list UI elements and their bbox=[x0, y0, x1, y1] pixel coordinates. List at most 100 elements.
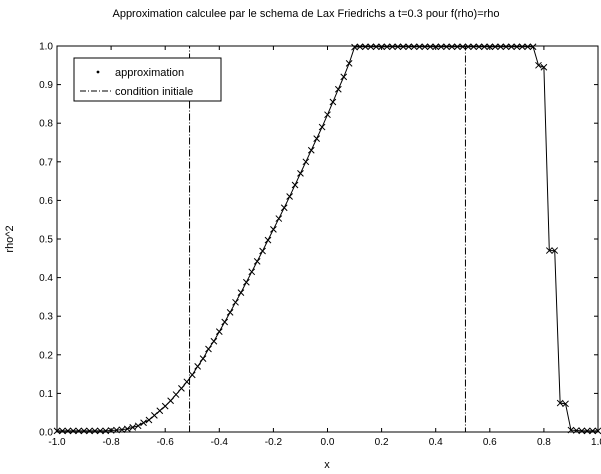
data-point-approximation bbox=[464, 43, 472, 51]
legend-box bbox=[73, 57, 222, 102]
data-point-approximation bbox=[259, 247, 266, 255]
data-point-approximation bbox=[416, 43, 423, 51]
approximation-layer bbox=[53, 43, 601, 435]
x-tick-label: -1.0 bbox=[48, 437, 66, 448]
data-point-approximation bbox=[518, 43, 526, 51]
data-point-approximation bbox=[432, 43, 440, 51]
data-point-approximation bbox=[242, 278, 250, 286]
data-point-approximation bbox=[583, 427, 591, 435]
data-point-approximation bbox=[75, 427, 82, 435]
data-point-approximation bbox=[491, 43, 499, 51]
y-tick-label: 0.2 bbox=[39, 350, 53, 361]
data-point-approximation bbox=[264, 236, 272, 244]
data-point-approximation bbox=[497, 43, 504, 51]
data-point-approximation bbox=[161, 402, 169, 410]
data-point-approximation bbox=[102, 427, 110, 435]
data-point-approximation bbox=[178, 385, 185, 392]
x-tick-label: 0.2 bbox=[375, 437, 389, 448]
y-tick-label: 1.0 bbox=[39, 42, 53, 53]
data-point-approximation bbox=[578, 427, 586, 435]
data-point-approximation bbox=[199, 355, 207, 363]
data-point-approximation bbox=[302, 158, 310, 166]
chart-title: Approximation calculee par le schema de … bbox=[112, 8, 499, 20]
x-tick-label: -0.2 bbox=[265, 437, 283, 448]
data-point-approximation bbox=[367, 43, 375, 51]
x-tick-label: -0.6 bbox=[157, 437, 175, 448]
data-point-approximation bbox=[535, 61, 542, 69]
data-point-approximation bbox=[64, 427, 72, 435]
data-point-approximation bbox=[345, 60, 353, 67]
data-point-approximation bbox=[205, 345, 212, 353]
legend-label-approximation: approximation bbox=[115, 67, 184, 79]
data-point-approximation bbox=[405, 43, 413, 51]
x-axis-label: x bbox=[324, 459, 330, 471]
data-point-approximation bbox=[53, 427, 61, 435]
data-point-approximation bbox=[91, 427, 99, 435]
data-point-approximation bbox=[59, 427, 66, 435]
data-point-approximation bbox=[437, 43, 445, 51]
data-point-approximation bbox=[421, 43, 429, 51]
data-point-approximation bbox=[567, 426, 575, 434]
data-point-approximation bbox=[80, 427, 88, 435]
data-point-approximation bbox=[86, 427, 93, 435]
y-tick-label: 0.1 bbox=[39, 389, 53, 400]
data-point-approximation bbox=[356, 43, 364, 51]
y-tick-label: 0.8 bbox=[39, 119, 53, 130]
x-tick-label: 0.8 bbox=[537, 437, 551, 448]
data-point-approximation bbox=[280, 204, 288, 212]
data-point-approximation bbox=[399, 43, 407, 51]
data-point-approximation bbox=[215, 328, 223, 335]
x-tick-label: 0.6 bbox=[483, 437, 497, 448]
data-point-approximation bbox=[318, 123, 326, 131]
data-point-approximation bbox=[426, 43, 434, 51]
legend: approximation condition initiale bbox=[73, 57, 222, 102]
y-tick-label: 0.9 bbox=[39, 80, 53, 91]
data-point-approximation bbox=[334, 85, 342, 93]
x-tick-label: -0.4 bbox=[211, 437, 229, 448]
data-point-approximation bbox=[383, 43, 391, 51]
data-point-approximation bbox=[448, 43, 456, 51]
data-point-approximation bbox=[167, 397, 174, 405]
data-point-approximation bbox=[156, 407, 164, 415]
data-point-approximation bbox=[221, 318, 229, 326]
data-point-approximation bbox=[362, 43, 369, 51]
data-point-approximation bbox=[194, 363, 202, 370]
y-tick-label: 0.7 bbox=[39, 157, 53, 168]
initial-condition-layer bbox=[57, 45, 598, 433]
data-point-approximation bbox=[129, 424, 137, 431]
data-point-approximation bbox=[107, 427, 115, 434]
y-axis-label: rho^2 bbox=[4, 225, 16, 252]
data-point-approximation bbox=[459, 43, 467, 51]
plot-area bbox=[56, 45, 599, 433]
y-tick-label: 0.5 bbox=[39, 235, 53, 246]
data-point-approximation bbox=[226, 308, 234, 316]
data-point-approximation bbox=[307, 146, 315, 154]
x-tick-label: 0.4 bbox=[429, 437, 443, 448]
data-point-approximation bbox=[96, 427, 104, 435]
data-point-approximation bbox=[524, 43, 532, 51]
data-point-approximation bbox=[475, 43, 483, 51]
data-point-approximation bbox=[275, 215, 283, 222]
data-point-approximation bbox=[329, 98, 337, 106]
x-tick-label: 1.0 bbox=[591, 437, 601, 448]
data-point-approximation bbox=[324, 111, 331, 119]
legend-marker-approximation bbox=[96, 70, 100, 74]
data-point-approximation bbox=[253, 258, 261, 265]
y-tick-label: 0.3 bbox=[39, 312, 53, 323]
data-point-approximation bbox=[502, 43, 510, 51]
legend-label-condition-initiale: condition initiale bbox=[115, 86, 193, 98]
data-point-approximation bbox=[394, 43, 402, 51]
data-point-approximation bbox=[378, 43, 385, 51]
data-point-approximation bbox=[270, 225, 277, 233]
data-point-approximation bbox=[140, 419, 147, 427]
data-point-approximation bbox=[513, 43, 521, 51]
data-point-approximation bbox=[286, 193, 293, 200]
data-point-approximation bbox=[69, 427, 77, 435]
data-point-approximation bbox=[118, 426, 126, 434]
data-point-approximation bbox=[551, 247, 559, 254]
data-point-approximation bbox=[453, 43, 461, 51]
data-point-approximation bbox=[188, 371, 196, 379]
data-point-approximation bbox=[248, 268, 256, 276]
data-point-approximation bbox=[594, 427, 601, 435]
data-point-approximation bbox=[410, 43, 418, 51]
